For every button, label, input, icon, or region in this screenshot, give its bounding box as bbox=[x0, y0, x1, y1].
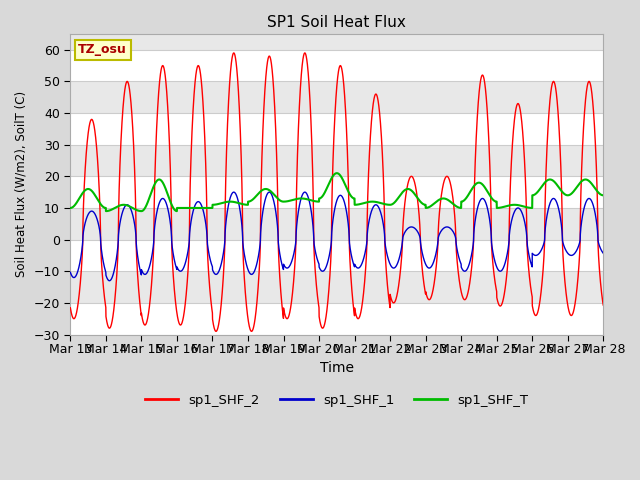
Bar bbox=[70, 82, 604, 113]
Text: TZ_osu: TZ_osu bbox=[78, 44, 127, 57]
sp1_SHF_2 bbox=[600, 302, 607, 308]
Bar bbox=[70, 144, 604, 176]
Bar bbox=[70, 271, 604, 303]
sp1_SHF_T bbox=[600, 192, 607, 198]
sp1_SHF_1 bbox=[106, 278, 113, 284]
sp1_SHF_1 bbox=[410, 225, 418, 231]
sp1_SHF_2 bbox=[598, 289, 605, 295]
sp1_SHF_2 bbox=[230, 50, 237, 56]
sp1_SHF_2 bbox=[486, 167, 494, 173]
sp1_SHF_1 bbox=[600, 251, 607, 256]
sp1_SHF_1 bbox=[598, 248, 605, 253]
sp1_SHF_2 bbox=[266, 54, 274, 60]
sp1_SHF_1 bbox=[230, 189, 237, 195]
Legend: sp1_SHF_2, sp1_SHF_1, sp1_SHF_T: sp1_SHF_2, sp1_SHF_1, sp1_SHF_T bbox=[140, 388, 534, 412]
sp1_SHF_T bbox=[102, 208, 109, 214]
sp1_SHF_T bbox=[410, 191, 418, 196]
sp1_SHF_1 bbox=[486, 219, 494, 225]
sp1_SHF_2 bbox=[212, 328, 220, 334]
sp1_SHF_1 bbox=[175, 267, 182, 273]
sp1_SHF_2 bbox=[410, 179, 418, 184]
sp1_SHF_1 bbox=[67, 269, 74, 275]
Line: sp1_SHF_1: sp1_SHF_1 bbox=[70, 192, 604, 281]
sp1_SHF_2 bbox=[175, 319, 182, 325]
Title: SP1 Soil Heat Flux: SP1 Soil Heat Flux bbox=[268, 15, 406, 30]
Bar bbox=[70, 208, 604, 240]
sp1_SHF_1 bbox=[266, 190, 274, 195]
sp1_SHF_T bbox=[486, 193, 494, 199]
sp1_SHF_T bbox=[598, 192, 605, 198]
Y-axis label: Soil Heat Flux (W/m2), SoilT (C): Soil Heat Flux (W/m2), SoilT (C) bbox=[15, 91, 28, 277]
sp1_SHF_2 bbox=[67, 305, 74, 311]
sp1_SHF_T bbox=[333, 170, 340, 176]
Line: sp1_SHF_T: sp1_SHF_T bbox=[70, 173, 604, 211]
sp1_SHF_T bbox=[180, 205, 188, 211]
sp1_SHF_T bbox=[266, 188, 274, 193]
X-axis label: Time: Time bbox=[320, 361, 354, 375]
sp1_SHF_1 bbox=[180, 263, 188, 269]
Bar bbox=[70, 18, 604, 50]
sp1_SHF_T bbox=[175, 205, 182, 211]
Line: sp1_SHF_2: sp1_SHF_2 bbox=[70, 53, 604, 331]
sp1_SHF_2 bbox=[180, 308, 188, 314]
sp1_SHF_T bbox=[67, 205, 74, 211]
